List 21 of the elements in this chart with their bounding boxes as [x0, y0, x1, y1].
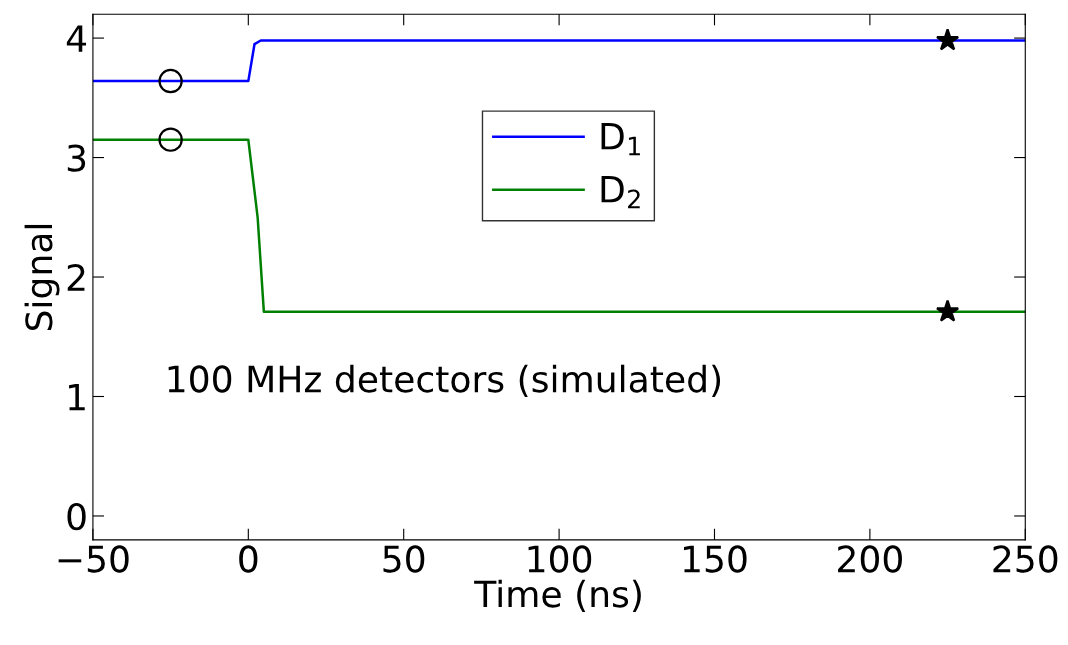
point — [935, 28, 960, 51]
y-tick-label: 3 — [67, 144, 86, 172]
y-axis-title: Signal — [24, 224, 60, 331]
x-tick-label: 100 — [528, 545, 592, 573]
x-tick-label: 0 — [239, 545, 258, 573]
point — [935, 299, 960, 322]
legend-label: D$_{1}$ — [601, 123, 640, 156]
x-tick-label: −50 — [58, 545, 129, 573]
y-tick-label: 4 — [66, 25, 87, 52]
x-axis-title: Time (ns) — [474, 579, 641, 612]
y-tick-label: 2 — [67, 263, 85, 291]
x-tick-label: 250 — [993, 545, 1058, 573]
y-tick-label: 1 — [69, 383, 85, 411]
legend-label: D$_{2}$ — [601, 176, 640, 209]
x-tick-label: 50 — [383, 545, 425, 573]
point — [158, 68, 183, 94]
y-tick-label: 0 — [67, 502, 86, 531]
annotation: 100 MHz detectors (simulated) — [168, 364, 721, 397]
x-tick-label: 200 — [838, 545, 902, 573]
x-tick-label: 150 — [683, 545, 747, 573]
point — [158, 127, 183, 152]
